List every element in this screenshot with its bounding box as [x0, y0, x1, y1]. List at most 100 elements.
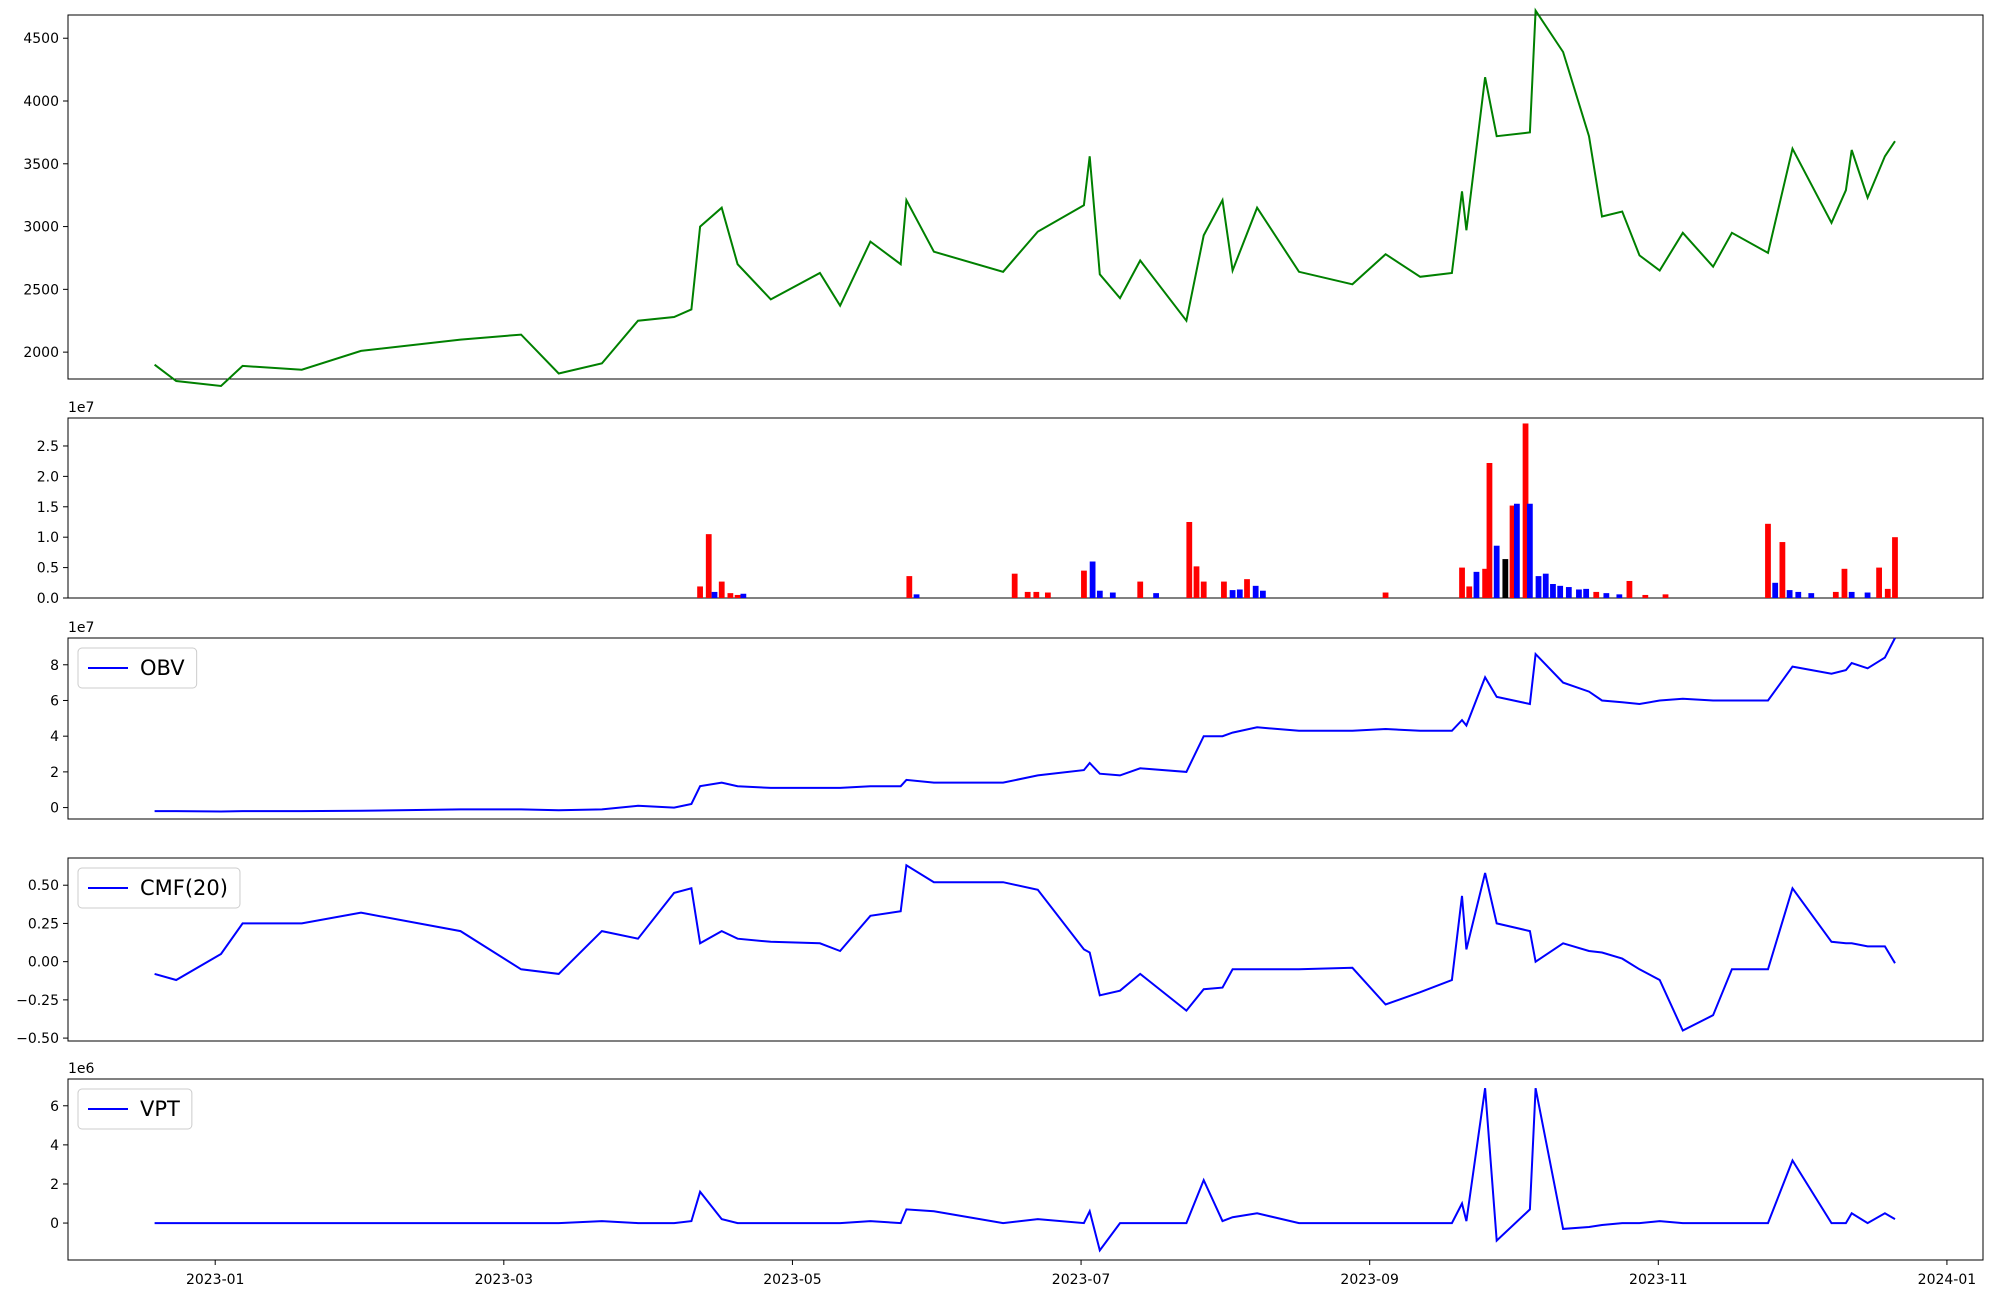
panel: 0 2 4 6 1e6 2023-01 2023-03 2023-05 2023-07 2023-… [50, 1061, 1984, 1288]
bar [1509, 505, 1516, 598]
legend-box [77, 647, 198, 689]
x-tick-label: 2023-07 [1052, 1272, 1111, 1288]
bar [1593, 591, 1600, 598]
bar [1109, 592, 1116, 598]
bar [1832, 591, 1839, 598]
y-tick-label: 2.5 [37, 439, 59, 455]
y-tick-label: 4000 [23, 94, 59, 110]
y-tick-label: 3000 [23, 220, 59, 236]
bar [1765, 523, 1771, 598]
bar [1808, 593, 1815, 598]
legend-label: CMF(20) [140, 876, 228, 900]
bar [1526, 503, 1533, 598]
y-tick-label: −0.25 [16, 993, 59, 1009]
bar [1513, 503, 1520, 598]
bar [1200, 581, 1207, 598]
bar [1662, 594, 1669, 598]
bar [906, 576, 913, 598]
legend-label: VPT [140, 1097, 180, 1121]
y-tick-label: 1.5 [37, 500, 59, 516]
bar [1486, 463, 1493, 598]
bar [711, 591, 718, 598]
plot-area [67, 637, 1984, 820]
line [154, 1088, 1896, 1253]
bar [1535, 576, 1542, 598]
bar [1236, 589, 1243, 598]
bar [1616, 594, 1623, 598]
bar [1081, 570, 1087, 598]
bar [1089, 561, 1096, 598]
bar [1011, 573, 1018, 598]
y-tick-label: 2 [50, 1177, 59, 1193]
offset-label: 1e6 [68, 1061, 95, 1077]
legend-label: OBV [140, 656, 185, 680]
bar [1382, 592, 1389, 598]
y-tick-label: 2000 [23, 345, 59, 361]
legend: VPT [77, 1088, 193, 1130]
y-tick-label: 3500 [23, 157, 59, 173]
bar [1848, 591, 1855, 598]
bar [1033, 591, 1040, 598]
y-tick-label: 2 [50, 765, 59, 781]
bar [1522, 423, 1529, 598]
bar [1583, 588, 1590, 598]
bar [1795, 591, 1802, 598]
bar [1565, 587, 1572, 598]
bar [1892, 537, 1898, 598]
bar [1186, 521, 1193, 598]
bar [1642, 594, 1649, 598]
plot-area [67, 417, 1984, 599]
offset-label: 1e7 [68, 400, 94, 416]
bar [1024, 591, 1031, 598]
y-tick-label: 2.0 [37, 469, 59, 485]
y-tick-label: 6 [50, 1099, 59, 1115]
y-tick-label: 1.0 [37, 530, 59, 546]
plot-area [67, 857, 1984, 1042]
plot-area [67, 14, 1984, 380]
bar [1137, 581, 1144, 598]
bar [1221, 581, 1227, 598]
bar [734, 594, 741, 598]
bar [1576, 589, 1582, 598]
bar [1841, 568, 1848, 598]
panel: 0 2 4 6 8 1e7 OBV [50, 620, 1984, 820]
y-tick-label: 8 [50, 658, 59, 674]
bar [1626, 580, 1633, 598]
bar [1493, 545, 1500, 598]
bar [1252, 585, 1259, 598]
y-tick-label: 4 [50, 729, 59, 745]
bar [1864, 592, 1871, 598]
x-tick-label: 2023-03 [475, 1272, 534, 1288]
bar [1244, 579, 1250, 598]
y-tick-label: 4500 [23, 31, 59, 47]
bar [1096, 590, 1103, 598]
bar [1260, 590, 1266, 598]
y-tick-label: 6 [50, 693, 59, 709]
bar [727, 593, 734, 598]
x-tick-label: 2024-01 [1918, 1272, 1977, 1288]
y-tick-label: 0 [50, 801, 59, 817]
y-tick-label: 0.25 [28, 916, 59, 932]
y-tick-label: −0.50 [16, 1031, 59, 1047]
x-tick-label: 2023-11 [1629, 1272, 1688, 1288]
legend-box [77, 1088, 193, 1130]
line [153, 7, 1896, 388]
bar [705, 534, 712, 598]
x-tick-label: 2023-05 [763, 1272, 822, 1288]
y-tick-label: 2500 [23, 282, 59, 298]
legend: CMF(20) [77, 867, 241, 909]
y-tick-label: 0 [50, 1216, 59, 1232]
bar [1779, 542, 1786, 598]
bar [1153, 593, 1159, 598]
offset-label: 1e7 [68, 620, 94, 636]
panel: 0.0 0.5 1.0 1.5 2.0 2.5 1e7 [37, 400, 1984, 607]
legend-box [77, 867, 241, 909]
bar [1482, 568, 1489, 598]
bar [1229, 590, 1236, 598]
bar [718, 581, 725, 598]
y-tick-label: 0.50 [28, 878, 59, 894]
bar [740, 593, 747, 598]
y-tick-label: 0.00 [28, 955, 59, 971]
plot-area [67, 1078, 1984, 1261]
